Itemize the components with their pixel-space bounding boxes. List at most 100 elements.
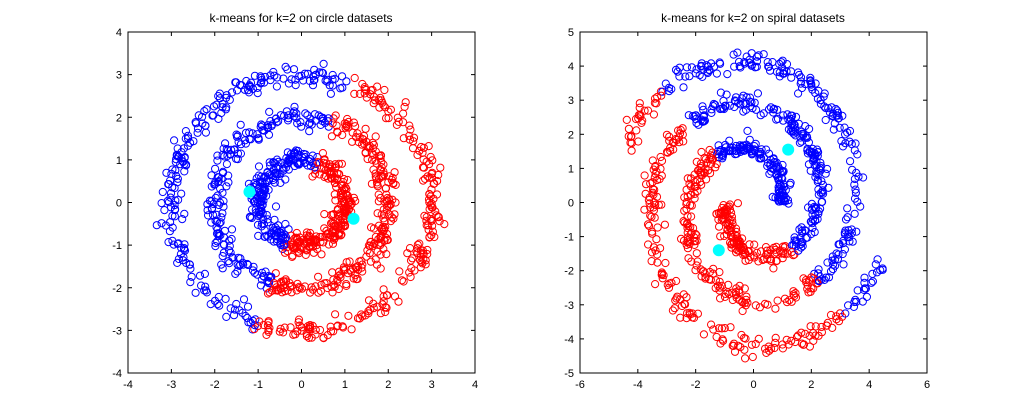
circle-chart-red-point [350, 89, 359, 99]
spiral-chart-red-point [705, 275, 714, 284]
circle-chart-red-point [418, 163, 428, 172]
spiral-chart-red-point [680, 206, 689, 215]
circle-chart-blue-point [177, 243, 186, 252]
spiral-chart-blue-point [798, 238, 807, 247]
circle-chart-blue-point [274, 157, 283, 166]
circle-chart-blue-point [260, 232, 269, 241]
circle-chart-blue-point [263, 168, 272, 177]
spiral-chart-red-point [687, 212, 696, 221]
circle-chart-blue-point [200, 286, 209, 295]
circle-chart-red-point [401, 98, 410, 107]
circle-chart-blue-point [263, 218, 272, 227]
circle-chart-blue-point [167, 169, 176, 178]
spiral-chart-points [622, 48, 887, 363]
circle-chart-red-point [419, 176, 428, 185]
spiral-chart-blue-point [790, 233, 799, 242]
circle-chart-blue-point [326, 89, 335, 98]
circle-chart-red-point [294, 318, 303, 327]
spiral-chart-blue-point [747, 61, 756, 70]
circle-chart-blue-point [250, 71, 259, 80]
circle-chart-red-point [337, 159, 346, 168]
circle-chart-red-point [376, 309, 385, 318]
spiral-chart-blue-point [780, 69, 789, 78]
spiral-chart-red-point [725, 205, 735, 214]
circle-chart-blue-point [278, 231, 287, 240]
circle-chart-red-point [351, 263, 361, 272]
spiral-chart-blue-point [725, 101, 734, 110]
spiral-chart-red-point [714, 281, 723, 290]
spiral-chart-red-point [769, 264, 778, 273]
circle-chart-red-point [295, 237, 304, 246]
circle-chart-red-point [399, 118, 408, 127]
circle-chart-blue-point [328, 81, 337, 90]
circle-chart-blue-point [217, 213, 226, 222]
circle-chart-blue-point [284, 165, 293, 174]
circle-chart-blue-point [265, 170, 274, 179]
spiral-chart-blue-point [845, 237, 854, 246]
circle-chart-blue-point [216, 184, 225, 193]
circle-chart-blue-point [254, 134, 263, 143]
circle-chart-red-point [358, 312, 367, 321]
spiral-chart-red-point [674, 133, 684, 142]
spiral-chart-blue-point [719, 96, 728, 106]
spiral-chart-red-point [770, 249, 779, 258]
spiral-chart-blue-point [754, 51, 763, 60]
spiral-chart-red-point [653, 223, 662, 232]
circle-chart-blue-point [264, 232, 273, 241]
circle-chart-blue-point [219, 248, 228, 257]
circle-chart-blue-point [293, 152, 302, 162]
spiral-chart-blue-point [832, 111, 841, 120]
spiral-chart-red-point [692, 261, 701, 270]
circle-chart-blue-point [173, 178, 182, 187]
circle-chart-red-point [385, 172, 394, 181]
spiral-chart-red-point [733, 199, 743, 208]
spiral-chart-y-tick-label: -1 [564, 232, 574, 244]
circle-chart-red-point [264, 327, 273, 336]
spiral-chart-red-point [779, 249, 788, 258]
circle-chart-red-point [341, 183, 350, 192]
circle-chart-centroid [243, 185, 256, 198]
circle-chart-blue-point [165, 227, 174, 236]
spiral-chart-red-point [828, 323, 837, 332]
circle-chart-blue-point [216, 218, 225, 227]
spiral-chart-blue-point [858, 297, 867, 306]
circle-chart-blue-point [218, 252, 227, 261]
spiral-chart-red-point [716, 339, 725, 348]
spiral-chart-blue-point [813, 94, 823, 103]
circle-chart-blue-point [236, 149, 245, 158]
spiral-chart-blue-point [812, 167, 821, 176]
circle-chart-red-point [319, 163, 329, 172]
circle-chart-x-tick-label: 0 [298, 379, 304, 391]
circle-chart-red-point [308, 172, 317, 181]
circle-chart-red-point [399, 134, 408, 143]
spiral-chart-red-point [719, 336, 728, 345]
circle-chart-red-point [328, 268, 337, 277]
spiral-chart-blue-point [794, 68, 803, 77]
circle-chart-red-point [391, 180, 400, 189]
spiral-chart-blue-point [844, 301, 853, 310]
spiral-chart-red-point [805, 331, 814, 340]
spiral-chart-blue-point [741, 99, 751, 108]
circle-chart-red-point [281, 275, 290, 284]
spiral-chart-blue-point [843, 232, 852, 241]
circle-chart-blue-point [281, 62, 290, 72]
circle-chart-blue-point [195, 271, 205, 280]
circle-chart-red-point [409, 133, 419, 142]
spiral-chart-blue-point [731, 93, 741, 102]
circle-chart-red-point [302, 332, 311, 341]
spiral-chart-blue-point [736, 146, 745, 155]
spiral-chart-red-point [712, 332, 721, 342]
circle-chart-blue-point [245, 212, 254, 221]
circle-chart-red-point [436, 163, 445, 172]
circle-chart-red-point [311, 169, 320, 178]
spiral-chart-red-point [706, 153, 715, 162]
spiral-chart-blue-point [838, 142, 848, 151]
spiral-chart-blue-point [787, 73, 796, 82]
spiral-chart-red-point [826, 310, 836, 320]
spiral-chart-blue-point [831, 104, 840, 114]
circle-chart-blue-point [280, 240, 289, 249]
circle-chart-red-point [387, 213, 396, 222]
circle-chart-red-point [336, 273, 345, 282]
circle-chart-blue-point [186, 278, 195, 287]
circle-chart-red-point [339, 263, 348, 272]
